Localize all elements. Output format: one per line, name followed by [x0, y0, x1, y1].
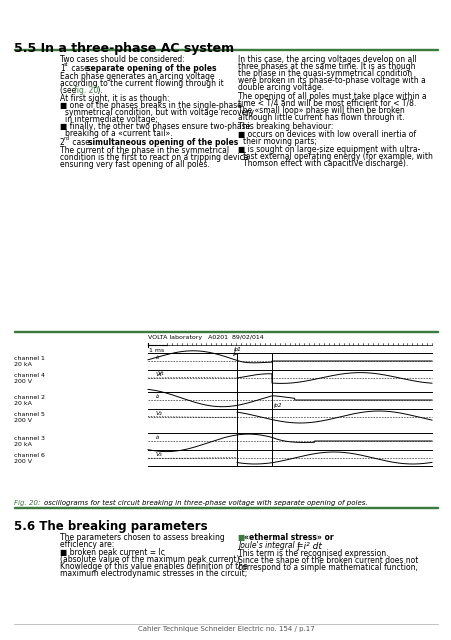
Text: the phase in the quasi-symmetrical condition: the phase in the quasi-symmetrical condi…: [238, 69, 411, 78]
Bar: [14, 49, 437, 50]
Text: nd: nd: [63, 136, 69, 141]
Text: lp2: lp2: [273, 403, 282, 408]
Text: fig. 20: fig. 20: [74, 86, 98, 95]
Text: were broken in its phase-to-phase voltage with a: were broken in its phase-to-phase voltag…: [238, 76, 425, 85]
Text: oscillograms for test circuit breaking in three-phase voltage with separate open: oscillograms for test circuit breaking i…: [44, 500, 367, 506]
Text: Two cases should be considered:: Two cases should be considered:: [60, 55, 184, 64]
Text: This breaking behaviour:: This breaking behaviour:: [238, 122, 333, 131]
Text: ■ broken peak current = Ic: ■ broken peak current = Ic: [60, 548, 165, 557]
Text: fast external operating energy (for example, with: fast external operating energy (for exam…: [243, 152, 432, 161]
Text: i₂: i₂: [156, 394, 160, 399]
Text: In this case, the arcing voltages develop on all: In this case, the arcing voltages develo…: [238, 55, 416, 64]
Text: efficiency are:: efficiency are:: [60, 540, 114, 549]
Text: At first sight, it is as though:: At first sight, it is as though:: [60, 94, 169, 103]
Text: 1 ms: 1 ms: [149, 348, 164, 353]
Text: 20 kA: 20 kA: [14, 362, 32, 367]
Text: Each phase generates an arcing voltage: Each phase generates an arcing voltage: [60, 72, 214, 81]
Text: channel 5: channel 5: [14, 412, 45, 417]
Text: channel 3: channel 3: [14, 436, 45, 441]
Text: i₃: i₃: [156, 435, 160, 440]
Text: ■ is sought on large-size equipment with ultra-: ■ is sought on large-size equipment with…: [238, 145, 419, 154]
Text: case:: case:: [70, 138, 95, 147]
Text: 1: 1: [60, 64, 64, 73]
Text: 5.6 The breaking parameters: 5.6 The breaking parameters: [14, 520, 207, 533]
Text: simultaneous opening of the poles: simultaneous opening of the poles: [88, 138, 238, 147]
Text: V₁: V₁: [158, 371, 164, 376]
Text: ■: ■: [238, 533, 247, 542]
Text: Joule's integral =: Joule's integral =: [238, 541, 305, 550]
Text: 20 kA: 20 kA: [14, 442, 32, 447]
Text: The parameters chosen to assess breaking: The parameters chosen to assess breaking: [60, 533, 224, 542]
Text: in intermediate voltage;: in intermediate voltage;: [65, 115, 157, 124]
Text: symmetrical condition, but with voltage recovery: symmetrical condition, but with voltage …: [65, 108, 253, 117]
Text: channel 2: channel 2: [14, 395, 45, 400]
Text: Thomson effect with capacitive discharge).: Thomson effect with capacitive discharge…: [243, 159, 407, 168]
Text: 5.5 In a three-phase AC system: 5.5 In a three-phase AC system: [14, 42, 234, 55]
Text: The «small loop» phase will then be broken: The «small loop» phase will then be brok…: [238, 106, 404, 115]
Text: This term is the recognised expression.: This term is the recognised expression.: [238, 549, 388, 558]
Text: Fig. 20:: Fig. 20:: [14, 500, 40, 506]
Text: Since the shape of the broken current does not: Since the shape of the broken current do…: [238, 556, 418, 565]
Text: channel 1: channel 1: [14, 356, 45, 361]
Text: b1: b1: [233, 347, 241, 351]
Text: 2: 2: [60, 138, 64, 147]
Text: three phases at the same time. It is as though: three phases at the same time. It is as …: [238, 62, 414, 71]
Text: The opening of all poles must take place within a: The opening of all poles must take place…: [238, 92, 426, 101]
Text: ■ one of the phases breaks in the single-phase: ■ one of the phases breaks in the single…: [60, 101, 241, 110]
Text: Knowledge of this value enables definition of the: Knowledge of this value enables definiti…: [60, 562, 247, 571]
Text: breaking of a «current tail».: breaking of a «current tail».: [65, 129, 172, 138]
Bar: [14, 506, 437, 508]
Text: ensuring very fast opening of all poles.: ensuring very fast opening of all poles.: [60, 160, 209, 169]
Text: channel 4: channel 4: [14, 373, 45, 378]
Text: according to the current flowing through it: according to the current flowing through…: [60, 79, 223, 88]
Text: channel 6: channel 6: [14, 453, 45, 458]
Text: «ethermal stress» or: «ethermal stress» or: [244, 533, 333, 542]
Text: (absolute value of the maximum peak current): (absolute value of the maximum peak curr…: [60, 555, 239, 564]
Text: ■ finally, the other two phases ensure two-phase: ■ finally, the other two phases ensure t…: [60, 122, 250, 131]
Text: their moving parts;: their moving parts;: [243, 137, 316, 146]
Text: double arcing voltage.: double arcing voltage.: [238, 83, 323, 92]
Text: V₃: V₃: [156, 452, 162, 457]
Text: The current of the phase in the symmetrical: The current of the phase in the symmetri…: [60, 146, 229, 155]
Text: maximum electrodynamic stresses in the circuit;: maximum electrodynamic stresses in the c…: [60, 569, 247, 578]
Text: case:: case:: [69, 64, 93, 73]
Text: ).: ).: [95, 86, 102, 95]
Text: VOLTA laboratory   A0201  89/02/014: VOLTA laboratory A0201 89/02/014: [147, 335, 263, 340]
Text: condition is the first to react on a tripping device: condition is the first to react on a tri…: [60, 153, 248, 162]
Text: ∫ i² dt: ∫ i² dt: [295, 541, 321, 550]
Text: time < T/4 and will be most efficient for < T/8.: time < T/4 and will be most efficient fo…: [238, 99, 415, 108]
Text: correspond to a simple mathematical function,: correspond to a simple mathematical func…: [238, 563, 417, 572]
Text: 200 V: 200 V: [14, 459, 32, 464]
Text: separate opening of the poles: separate opening of the poles: [86, 64, 216, 73]
Text: 200 V: 200 V: [14, 418, 32, 423]
Text: i₁: i₁: [156, 355, 160, 360]
Text: Cahier Technique Schneider Electric no. 154 / p.17: Cahier Technique Schneider Electric no. …: [137, 626, 314, 632]
Text: V₂: V₂: [156, 411, 162, 416]
Text: 20 kA: 20 kA: [14, 401, 32, 406]
Text: V₁: V₁: [156, 372, 162, 377]
Text: ■ occurs on devices with low overall inertia of: ■ occurs on devices with low overall ine…: [238, 130, 415, 139]
Text: although little current has flown through it.: although little current has flown throug…: [238, 113, 404, 122]
Text: st: st: [63, 61, 68, 67]
Bar: [14, 330, 437, 332]
Text: 200 V: 200 V: [14, 379, 32, 384]
Text: (see: (see: [60, 86, 78, 95]
